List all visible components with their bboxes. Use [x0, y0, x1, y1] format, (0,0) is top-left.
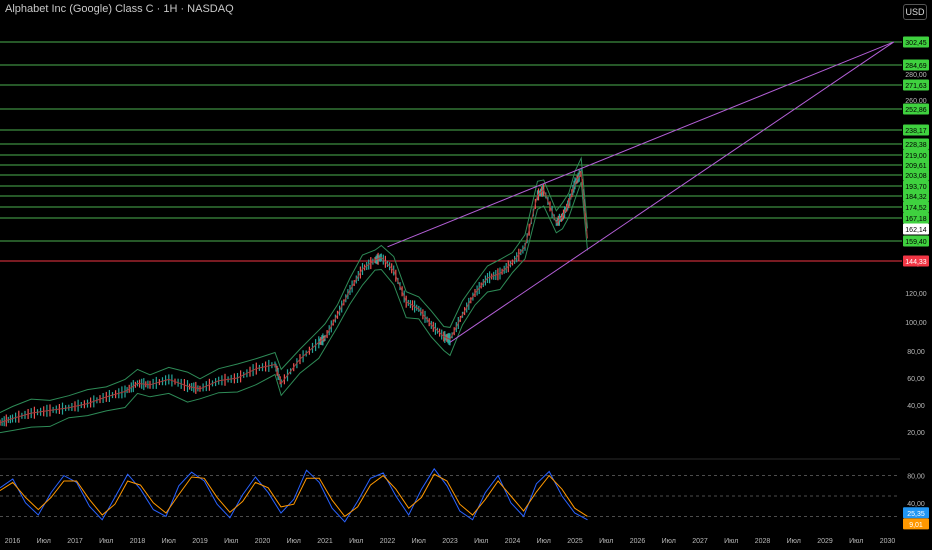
level-label: 284,69 — [905, 63, 927, 70]
stoch-k-line — [0, 467, 588, 523]
level-badge-3 — [903, 103, 929, 115]
osc-y-tick-label: 80,00 — [907, 474, 925, 481]
x-tick-label: 2016 — [5, 538, 21, 545]
x-tick-label: 2020 — [255, 538, 271, 545]
current-price-badge — [903, 223, 929, 235]
level-label: 159,40 — [905, 239, 927, 246]
level-label: 252,86 — [905, 107, 927, 114]
wedge-trendline-0 — [387, 41, 894, 248]
x-tick-label: Июл — [412, 538, 426, 545]
osc-y-tick-label: 40,00 — [907, 501, 925, 508]
wedge-trendline-1 — [449, 41, 895, 343]
y-tick-label: 80,00 — [907, 349, 925, 356]
y-tick-label: 100,00 — [905, 320, 927, 327]
level-badge-8 — [903, 169, 929, 181]
level-label: 219,00 — [905, 153, 927, 160]
y-tick-label: 260,00 — [905, 98, 927, 105]
y-tick-label: 280,00 — [905, 72, 927, 79]
level-label: 238,17 — [905, 128, 927, 135]
level-badge-13 — [903, 235, 929, 247]
x-tick-label: 2019 — [192, 538, 208, 545]
level-label: 302,45 — [905, 40, 927, 47]
level-badge-0 — [903, 36, 929, 48]
x-tick-label: 2024 — [505, 538, 521, 545]
osc-value-badge-1 — [903, 518, 929, 530]
x-tick-label: Июл — [162, 538, 176, 545]
level-label: 203,08 — [905, 173, 927, 180]
level-badge-7 — [903, 159, 929, 171]
level-label: 228,38 — [905, 142, 927, 149]
y-tick-label: 120,00 — [905, 291, 927, 298]
osc-value-label: 25,35 — [907, 511, 925, 518]
x-tick-label: 2021 — [317, 538, 333, 545]
osc-value-badge-0 — [903, 507, 929, 519]
level-badge-2 — [903, 79, 929, 91]
x-tick-label: Июл — [662, 538, 676, 545]
x-tick-label: 2017 — [67, 538, 83, 545]
level-badge-9 — [903, 180, 929, 192]
price-ma-line — [0, 170, 588, 424]
x-tick-label: Июл — [849, 538, 863, 545]
x-tick-label: 2023 — [442, 538, 458, 545]
x-tick-label: Июл — [287, 538, 301, 545]
x-tick-label: Июл — [349, 538, 363, 545]
x-tick-label: Июл — [224, 538, 238, 545]
lower-band — [0, 181, 588, 434]
level-badge-6 — [903, 149, 929, 161]
y-tick-label: 40,00 — [907, 403, 925, 410]
level-label: 193,70 — [905, 184, 927, 191]
level-badge-5 — [903, 138, 929, 150]
osc-value-label: 9,01 — [909, 522, 923, 529]
x-tick-label: 2022 — [380, 538, 396, 545]
upper-band — [0, 156, 588, 414]
x-tick-label: Июл — [474, 538, 488, 545]
level-label: 144,33 — [905, 259, 927, 266]
level-badge-14 — [903, 255, 929, 267]
x-tick-label: Июл — [537, 538, 551, 545]
y-tick-label: 20,00 — [907, 430, 925, 437]
currency-button[interactable]: USD — [903, 4, 927, 20]
level-label: 271,63 — [905, 83, 927, 90]
x-tick-label: 2030 — [880, 538, 896, 545]
y-tick-label: 60,00 — [907, 376, 925, 383]
level-badge-12 — [903, 212, 929, 224]
x-tick-label: 2027 — [692, 538, 708, 545]
x-tick-label: 2025 — [567, 538, 583, 545]
level-badge-4 — [903, 124, 929, 136]
level-label: 174,52 — [905, 205, 927, 212]
stoch-d-line — [0, 473, 588, 518]
level-label: 167,18 — [905, 216, 927, 223]
x-tick-label: 2018 — [130, 538, 146, 545]
level-label: 184,32 — [905, 194, 927, 201]
x-tick-label: 2029 — [817, 538, 833, 545]
level-badge-11 — [903, 201, 929, 213]
level-badge-1 — [903, 59, 929, 71]
chart-title: Alphabet Inc (Google) Class C · 1H · NAS… — [5, 3, 234, 15]
x-tick-label: 2028 — [755, 538, 771, 545]
level-label: 209,61 — [905, 163, 927, 170]
level-badge-10 — [903, 190, 929, 202]
x-tick-label: Июл — [724, 538, 738, 545]
x-tick-label: Июл — [599, 538, 613, 545]
current-price-label: 162,14 — [905, 227, 927, 234]
x-tick-label: Июл — [37, 538, 51, 545]
x-tick-label: Июл — [99, 538, 113, 545]
x-tick-label: Июл — [787, 538, 801, 545]
x-tick-label: 2026 — [630, 538, 646, 545]
